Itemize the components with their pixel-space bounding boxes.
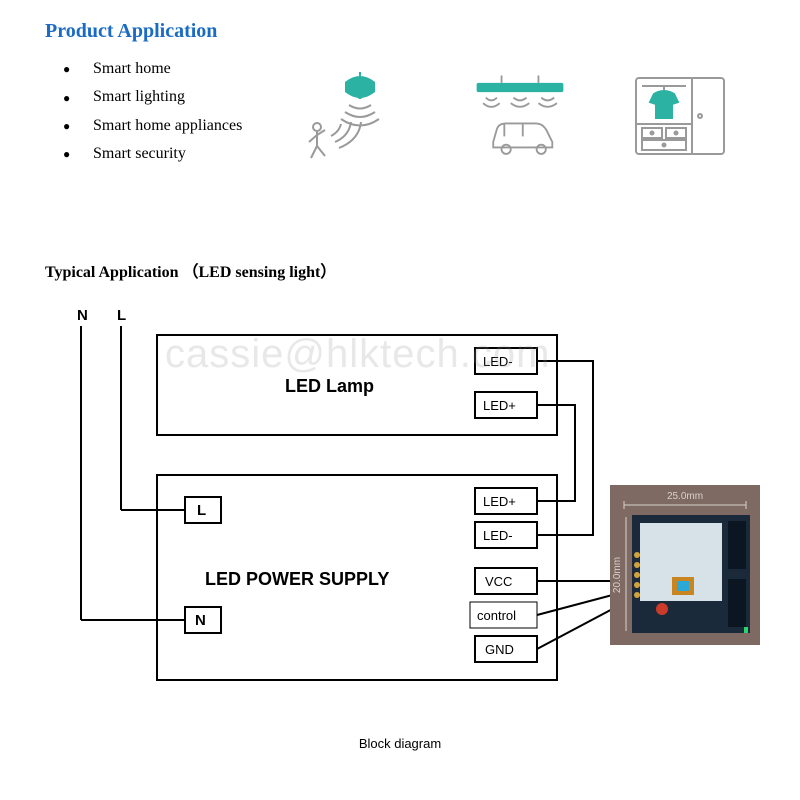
block-diagram: cassie@hlktech.com N L LED Lamp LED- LED… <box>45 300 755 730</box>
psu-out-gnd: GND <box>485 642 514 657</box>
radar-module-photo: 25.0mm 20.0mm <box>610 485 760 645</box>
pcb-width-label: 25.0mm <box>667 491 703 502</box>
application-icons-row <box>300 72 740 162</box>
psu-out-control: control <box>477 608 516 623</box>
panel-light-car-icon <box>460 72 580 162</box>
led-lamp-title: LED Lamp <box>285 376 374 396</box>
pcb-height-label: 20.0mm <box>612 557 623 593</box>
n-label: N <box>77 307 88 324</box>
psu-out-ledplus: LED+ <box>483 494 516 509</box>
pendant-lamp-person-icon <box>300 72 420 162</box>
l-label: L <box>117 307 126 324</box>
psu-input-l: L <box>197 502 206 519</box>
lamp-pin-led-plus: LED+ <box>483 398 516 413</box>
psu-out-ledminus: LED- <box>483 528 513 543</box>
diagram-caption: Block diagram <box>45 736 755 751</box>
psu-out-vcc: VCC <box>485 574 512 589</box>
section-title: Product Application <box>45 20 755 43</box>
psu-input-n: N <box>195 612 206 629</box>
lamp-pin-led-minus: LED- <box>483 354 513 369</box>
wardrobe-icon <box>620 72 740 162</box>
psu-title: LED POWER SUPPLY <box>205 569 389 589</box>
typical-application-title: Typical Application （LED sensing light） <box>45 258 755 282</box>
